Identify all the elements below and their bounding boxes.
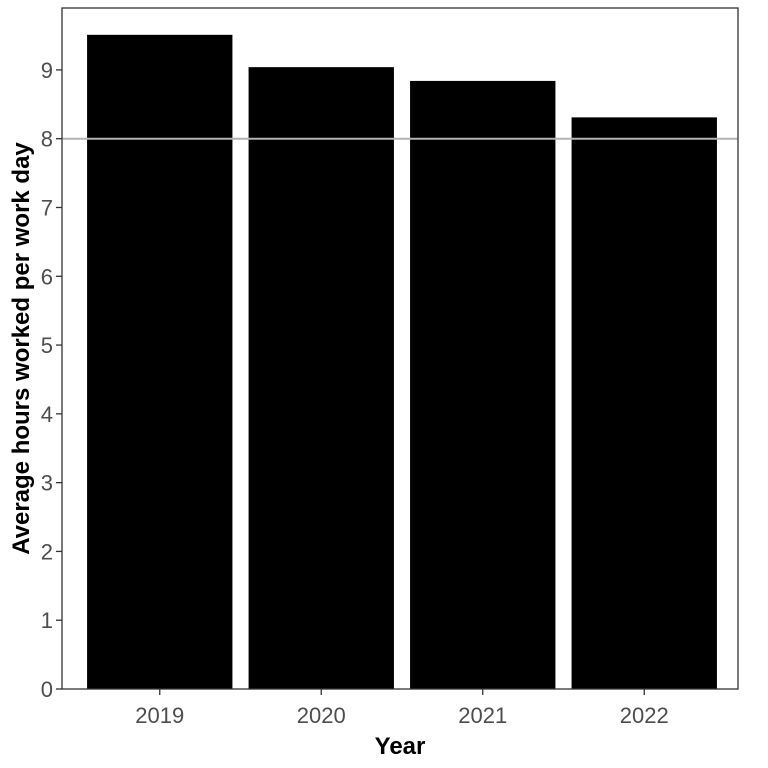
bars-layer (87, 34, 717, 690)
x-tick-label-2022: 2022 (620, 703, 669, 728)
y-tick-label-3: 3 (41, 471, 53, 496)
y-tick-label-8: 8 (41, 127, 53, 152)
panel-border (61, 7, 739, 690)
x-axis-title: Year (375, 733, 426, 760)
y-tick-label-6: 6 (41, 264, 53, 289)
y-tick-label-0: 0 (41, 677, 53, 702)
y-tick-label-5: 5 (41, 333, 53, 358)
x-tick-label-2019: 2019 (135, 703, 184, 728)
x-tick-label-2020: 2020 (297, 703, 346, 728)
bar-2019 (87, 34, 233, 690)
x-axis: 2019 2020 2021 2022 (135, 689, 669, 728)
bar-2021 (410, 80, 556, 689)
y-tick-label-7: 7 (41, 195, 53, 220)
y-tick-label-1: 1 (41, 608, 53, 633)
y-axis-title: Average hours worked per work day (8, 142, 35, 555)
bar-2022 (571, 117, 717, 689)
x-tick-label-2021: 2021 (458, 703, 507, 728)
y-axis: 0 1 2 3 4 5 6 7 8 9 (41, 58, 62, 702)
y-tick-label-4: 4 (41, 402, 53, 427)
y-tick-label-2: 2 (41, 539, 53, 564)
bar-2020 (248, 67, 394, 689)
y-tick-label-9: 9 (41, 58, 53, 83)
